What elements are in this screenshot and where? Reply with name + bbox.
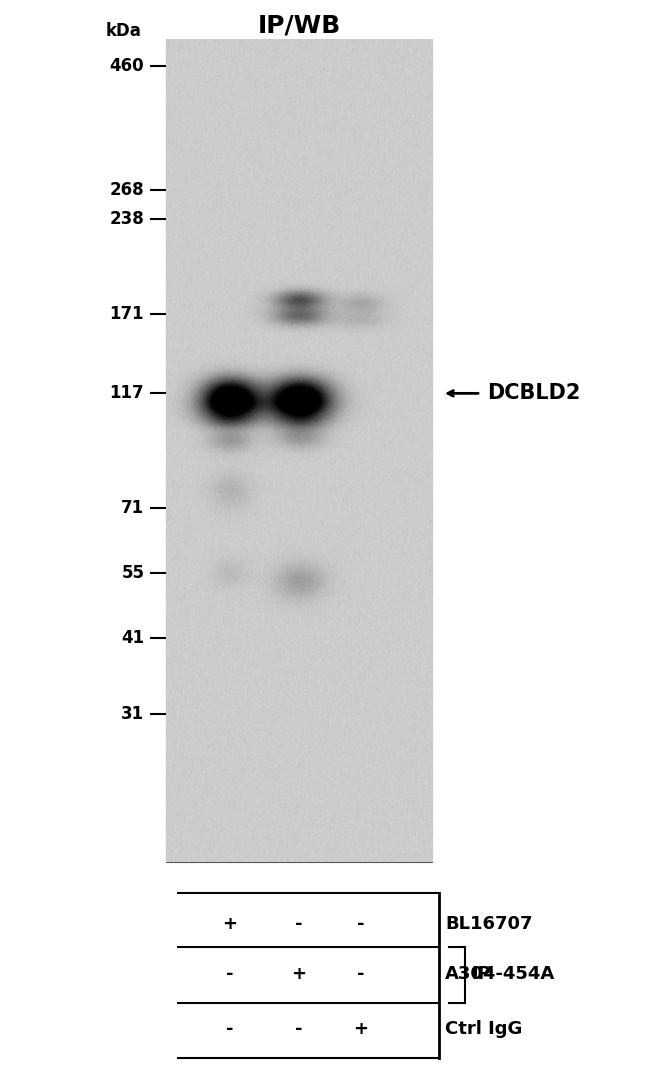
- Text: -: -: [226, 1020, 233, 1037]
- Text: 238: 238: [110, 210, 144, 228]
- Text: kDa: kDa: [105, 22, 141, 40]
- Text: 41: 41: [121, 629, 144, 648]
- Text: A304-454A: A304-454A: [445, 966, 556, 983]
- Bar: [166, 39, 432, 862]
- Text: -: -: [357, 915, 364, 933]
- Text: 268: 268: [110, 181, 144, 199]
- Text: -: -: [226, 966, 233, 983]
- Text: +: +: [222, 915, 237, 933]
- Text: Ctrl IgG: Ctrl IgG: [445, 1020, 523, 1037]
- Text: DCBLD2: DCBLD2: [488, 383, 581, 404]
- Text: IP/WB: IP/WB: [257, 13, 341, 37]
- Text: +: +: [291, 966, 307, 983]
- Text: 31: 31: [121, 705, 144, 723]
- Text: 117: 117: [110, 384, 144, 403]
- Text: 55: 55: [122, 563, 144, 581]
- Text: -: -: [295, 915, 303, 933]
- Text: 71: 71: [121, 499, 144, 518]
- Text: -: -: [357, 966, 364, 983]
- Text: 460: 460: [110, 58, 144, 76]
- Text: IP: IP: [471, 966, 491, 983]
- Text: +: +: [353, 1020, 368, 1037]
- Text: -: -: [295, 1020, 303, 1037]
- Text: 171: 171: [110, 305, 144, 323]
- Text: BL16707: BL16707: [445, 915, 533, 933]
